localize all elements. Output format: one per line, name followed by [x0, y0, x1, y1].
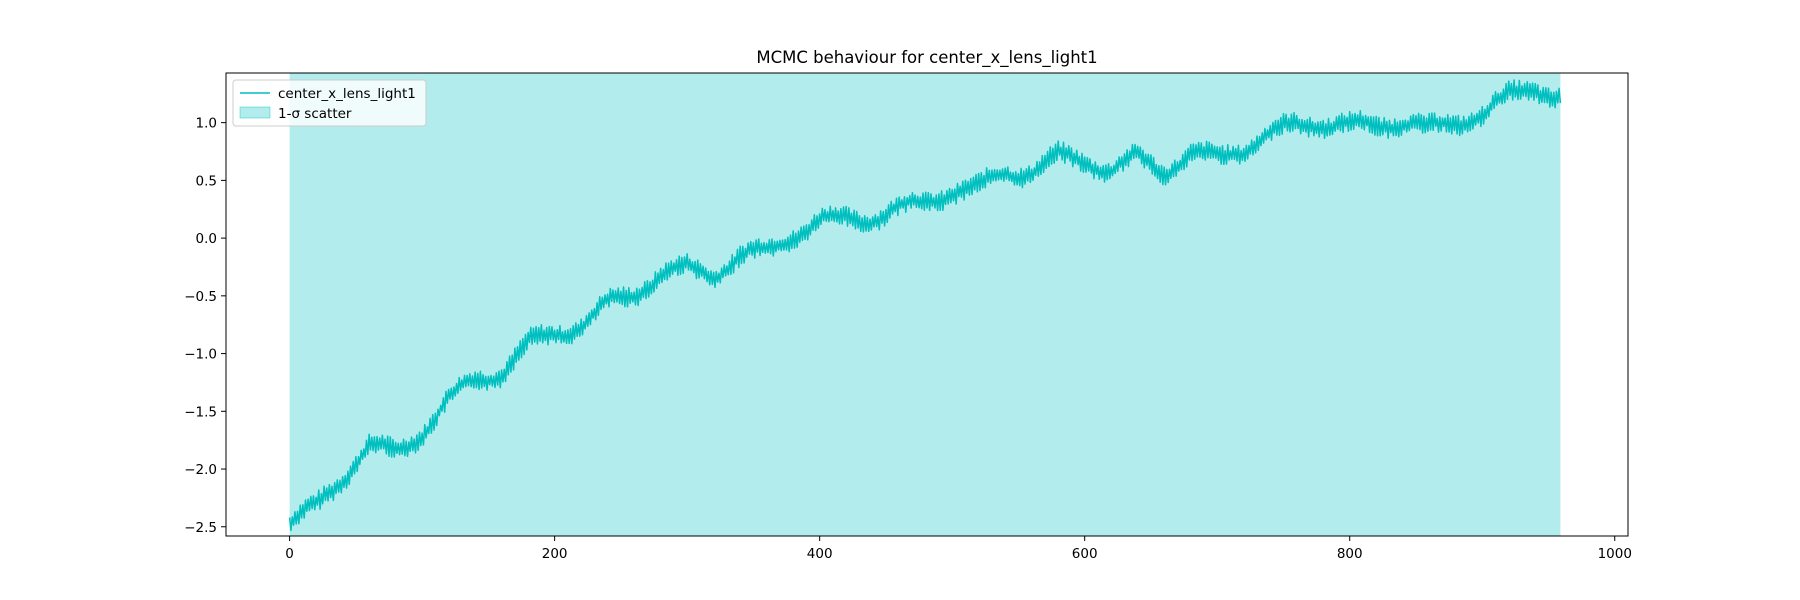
- y-tick-label: −0.5: [184, 289, 217, 305]
- x-tick-label: 600: [1072, 546, 1098, 562]
- chart-title: MCMC behaviour for center_x_lens_light1: [756, 48, 1097, 68]
- x-tick-label: 0: [285, 546, 294, 562]
- sigma-band-area: [289, 73, 1561, 536]
- y-tick-label: 1.0: [196, 116, 217, 132]
- legend-label-series: center_x_lens_light1: [278, 86, 416, 102]
- series-line-center-x-lens-light1: [288, 79, 1562, 532]
- y-tick-label: −1.5: [184, 404, 217, 420]
- x-tick-label: 1000: [1598, 546, 1632, 562]
- plot-area: [288, 73, 1562, 536]
- x-tick-label: 800: [1337, 546, 1363, 562]
- x-axis: 0 200 400 600 800 1000: [285, 536, 1632, 562]
- y-axis: −2.5 −2.0 −1.5 −1.0 −0.5 0.0 0.5 1.0: [184, 116, 226, 536]
- y-tick-label: 0.5: [196, 173, 217, 189]
- axes-frame: [225, 72, 1629, 537]
- y-tick-label: −2.0: [184, 462, 217, 478]
- legend-label-band: 1-σ scatter: [278, 106, 352, 122]
- y-tick-label: 0.0: [196, 231, 217, 247]
- y-tick-label: −1.0: [184, 347, 217, 363]
- legend-swatch-band: [239, 106, 271, 119]
- x-tick-label: 400: [807, 546, 833, 562]
- x-tick-label: 200: [542, 546, 568, 562]
- y-tick-label: −2.5: [184, 520, 217, 536]
- legend: center_x_lens_light1 1-σ scatter: [232, 79, 427, 127]
- legend-box: [232, 79, 427, 127]
